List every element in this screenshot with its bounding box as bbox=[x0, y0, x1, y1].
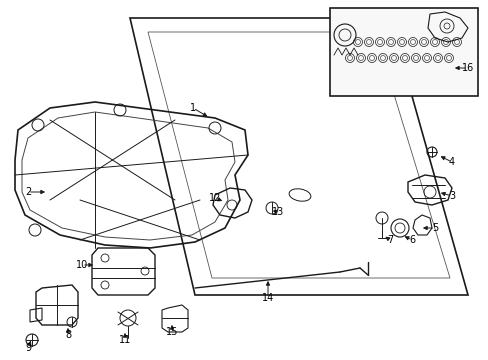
Text: 10: 10 bbox=[76, 260, 88, 270]
Text: 16: 16 bbox=[461, 63, 473, 73]
Text: 9: 9 bbox=[25, 343, 31, 353]
Text: 5: 5 bbox=[431, 223, 437, 233]
Text: 11: 11 bbox=[119, 335, 131, 345]
Text: 15: 15 bbox=[165, 327, 178, 337]
FancyBboxPatch shape bbox=[329, 8, 477, 96]
Text: 12: 12 bbox=[208, 193, 221, 203]
Text: 4: 4 bbox=[448, 157, 454, 167]
Text: 2: 2 bbox=[25, 187, 31, 197]
Text: 3: 3 bbox=[448, 191, 454, 201]
Text: 1: 1 bbox=[189, 103, 196, 113]
Text: 14: 14 bbox=[262, 293, 274, 303]
Text: 13: 13 bbox=[271, 207, 284, 217]
Text: 6: 6 bbox=[408, 235, 414, 245]
Text: 7: 7 bbox=[386, 235, 392, 245]
Text: 8: 8 bbox=[65, 330, 71, 340]
